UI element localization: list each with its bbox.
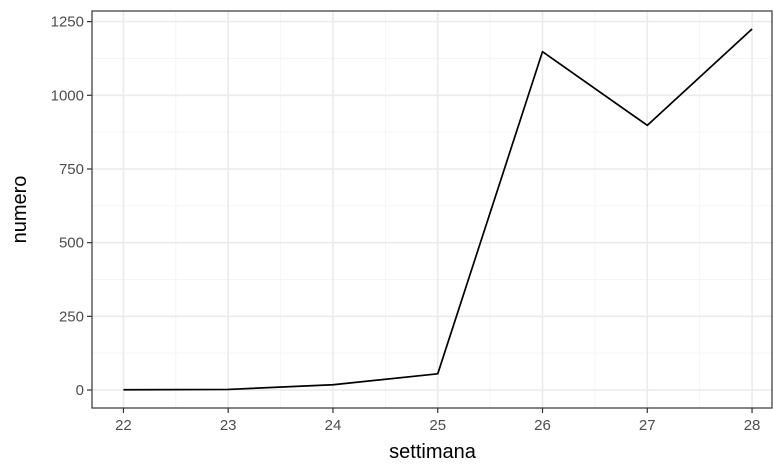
x-tick-label: 22 (115, 417, 132, 434)
x-tick-label: 24 (325, 417, 342, 434)
x-tick-label: 23 (220, 417, 237, 434)
x-tick-label: 25 (429, 417, 446, 434)
y-tick-label: 0 (76, 382, 84, 399)
y-tick-label: 250 (59, 308, 84, 325)
series-layer (123, 28, 753, 391)
x-tick-label: 27 (639, 417, 656, 434)
series-line (123, 28, 753, 391)
x-axis-title: settimana (389, 441, 477, 463)
panel-border (91, 10, 773, 409)
y-tick-label: 1000 (51, 87, 84, 104)
y-tick-label: 1250 (51, 14, 84, 31)
x-tick-label: 26 (534, 417, 551, 434)
grid (92, 11, 773, 408)
y-tick-label: 500 (59, 235, 84, 252)
y-tick-label: 750 (59, 161, 84, 178)
axes: 22 23 24 25 26 27 28 0 250 500 750 1000 1250 (51, 14, 761, 434)
y-axis-title: numero (9, 176, 31, 244)
x-tick-label: 28 (744, 417, 761, 434)
